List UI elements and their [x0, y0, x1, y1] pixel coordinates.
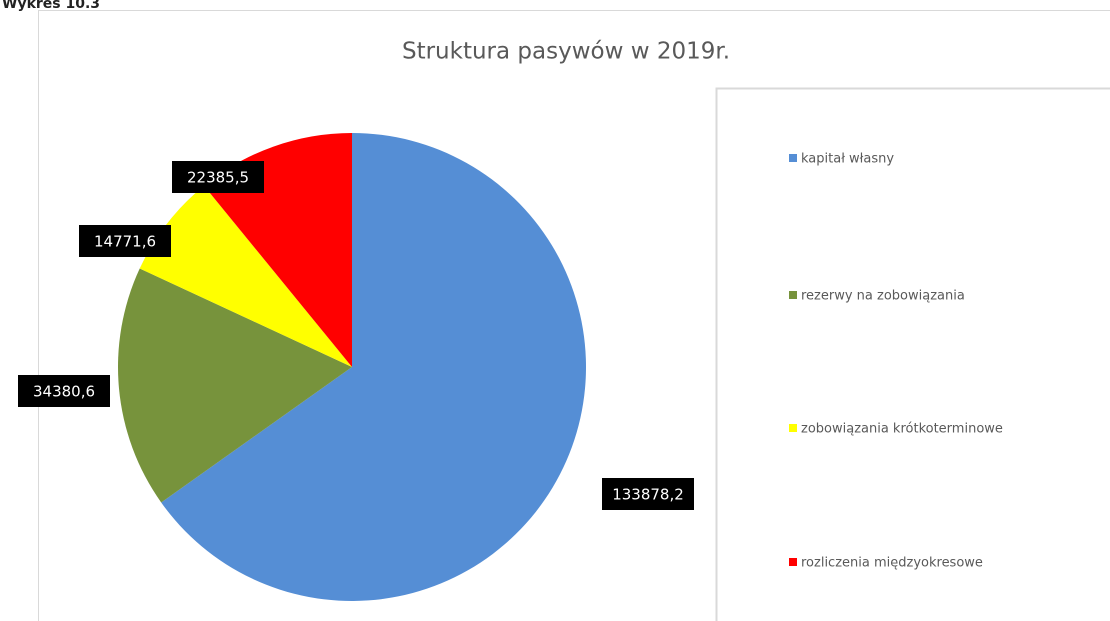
- data-label-bg: [79, 225, 171, 257]
- data-label: 22385,5: [187, 169, 249, 187]
- legend-label: rezerwy na zobowiązania: [801, 289, 965, 304]
- data-label-bg: [602, 478, 694, 510]
- pie-slice: [139, 185, 352, 367]
- data-label-bg: [172, 161, 264, 193]
- legend-swatch: [789, 558, 797, 566]
- legend-swatch: [789, 424, 797, 432]
- data-label: 133878,2: [612, 486, 684, 504]
- pie-slice: [118, 268, 352, 503]
- legend-swatch: [789, 154, 797, 162]
- pie-slice: [161, 133, 586, 601]
- data-label-bg: [18, 375, 110, 407]
- legend-swatch: [789, 291, 797, 299]
- legend-label: zobowiązania krótkoterminowe: [801, 422, 1003, 437]
- legend-frame: [715, 87, 1110, 621]
- legend-label: rozliczenia międzyokresowe: [801, 556, 983, 571]
- data-label: 34380,6: [33, 383, 95, 401]
- caption: Wykres 10.3: [2, 0, 100, 12]
- legend-label: kapitał własny: [801, 152, 894, 167]
- data-label: 14771,6: [94, 233, 156, 251]
- chart-title: Struktura pasywów w 2019r.: [402, 39, 730, 65]
